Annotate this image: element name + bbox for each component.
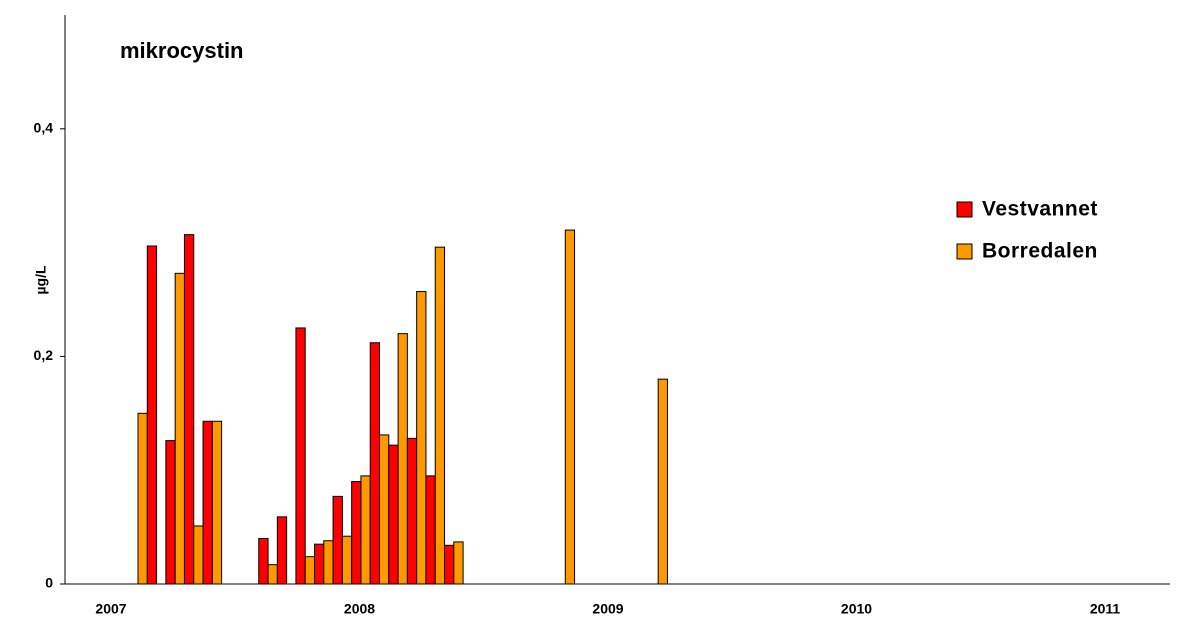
- bar: [174, 272, 185, 585]
- bar: [276, 516, 288, 585]
- x-tick-label: 2007: [95, 601, 126, 617]
- bar: [444, 544, 455, 585]
- y-tick-label: 0,2: [34, 347, 54, 363]
- bar: [388, 444, 399, 585]
- x-tick-label: 2009: [592, 601, 623, 617]
- bar: [416, 291, 427, 585]
- bar: [564, 229, 576, 585]
- bar: [360, 475, 371, 585]
- bar: [332, 495, 343, 585]
- bar: [453, 541, 464, 585]
- legend-swatch: [956, 201, 973, 218]
- y-tick-label: 0: [45, 575, 53, 591]
- legend-label: Borredalen: [982, 240, 1098, 263]
- bar: [258, 537, 269, 585]
- bar: [425, 475, 436, 585]
- bar: [406, 437, 418, 585]
- bar: [369, 342, 381, 585]
- x-tick-label: 2010: [841, 601, 872, 617]
- bar: [183, 234, 195, 585]
- bar: [146, 245, 158, 585]
- bar: [341, 535, 353, 585]
- x-tick-label: 2011: [1090, 601, 1121, 617]
- bar: [397, 333, 408, 585]
- bar: [211, 420, 223, 585]
- bar: [351, 481, 362, 585]
- bar: [137, 412, 148, 585]
- bar: [202, 420, 213, 585]
- bar: [323, 540, 334, 585]
- bar: [267, 564, 278, 585]
- y-axis-label: µg/L: [33, 265, 49, 295]
- bar: [295, 327, 306, 585]
- x-tick-label: 2008: [344, 601, 375, 617]
- chart-title: mikrocystin: [120, 38, 244, 63]
- bar: [657, 378, 668, 585]
- bar: [193, 525, 204, 585]
- bar: [379, 434, 390, 585]
- bar: [304, 556, 315, 585]
- bar: [165, 440, 176, 585]
- y-tick-label: 0,4: [34, 120, 54, 136]
- bar: [313, 543, 325, 585]
- legend-swatch: [956, 243, 973, 260]
- bar: [434, 246, 446, 585]
- legend-label: Vestvannet: [982, 198, 1098, 221]
